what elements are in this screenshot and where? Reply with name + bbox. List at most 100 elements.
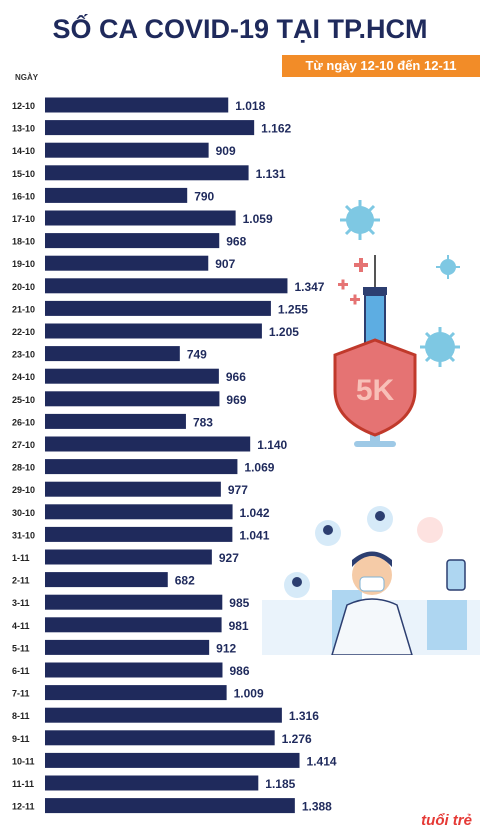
plus-icon (338, 258, 368, 305)
bar (45, 436, 251, 452)
bar (45, 572, 168, 588)
bar (45, 481, 221, 497)
category-label: 12-10 (12, 101, 35, 111)
bar (45, 798, 295, 814)
value-label: 1.205 (269, 325, 299, 339)
avatar-icon (367, 506, 393, 532)
category-label: 4-11 (12, 621, 30, 631)
category-label: 28-10 (12, 463, 35, 473)
bar (45, 278, 288, 294)
virus-icon (436, 255, 460, 279)
category-label: 1-11 (12, 553, 30, 563)
category-label: 8-11 (12, 711, 30, 721)
value-label: 1.059 (243, 212, 273, 226)
value-label: 1.042 (240, 506, 270, 520)
y-axis-label: NGÀY (15, 73, 39, 82)
category-label: 5-11 (12, 643, 30, 653)
bar (45, 323, 262, 339)
virus-icon (340, 200, 380, 240)
bar (45, 210, 236, 226)
bar (45, 300, 271, 316)
category-label: 30-10 (12, 508, 35, 518)
bar (45, 346, 180, 362)
value-label: 977 (228, 483, 248, 497)
bar (45, 187, 188, 203)
phone-icon (446, 559, 466, 591)
bar (45, 639, 210, 655)
bar (45, 459, 238, 475)
tuoi-tre-logo: tuổi trẻ (421, 812, 472, 829)
value-label: 1.347 (294, 280, 324, 294)
bar (45, 97, 229, 113)
value-label: 907 (215, 257, 235, 271)
avatar-icon (284, 572, 310, 598)
value-label: 1.276 (282, 732, 312, 746)
bar (45, 165, 249, 181)
bar (45, 233, 220, 249)
category-label: 15-10 (12, 169, 35, 179)
bar (45, 707, 282, 723)
category-label: 29-10 (12, 485, 35, 495)
category-label: 10-11 (12, 756, 35, 766)
category-label: 17-10 (12, 214, 35, 224)
category-label: 14-10 (12, 146, 35, 156)
category-label: 26-10 (12, 417, 35, 427)
bar (45, 368, 219, 384)
date-range-badge: Từ ngày 12-10 đến 12-11 (282, 55, 480, 77)
value-label: 790 (194, 189, 214, 203)
value-label: 1.316 (289, 709, 319, 723)
bar (45, 413, 186, 429)
value-label: 909 (216, 144, 236, 158)
doctor-icon (331, 551, 413, 655)
hands-icon (417, 517, 443, 543)
bar (45, 775, 259, 791)
value-label: 969 (226, 393, 246, 407)
bar (45, 120, 255, 136)
value-label: 985 (229, 596, 249, 610)
category-label: 9-11 (12, 734, 30, 744)
virus-icon (420, 327, 460, 367)
bar (45, 142, 209, 158)
syringe-icon (354, 255, 396, 447)
category-label: 24-10 (12, 372, 35, 382)
category-label: 12-11 (12, 802, 35, 812)
category-label: 16-10 (12, 191, 35, 201)
category-label: 21-10 (12, 304, 35, 314)
doctor-illustration (262, 506, 480, 655)
bar (45, 617, 222, 633)
avatar-icon (315, 520, 341, 546)
bar (45, 549, 212, 565)
category-label: 20-10 (12, 282, 35, 292)
value-label: 1.255 (278, 302, 308, 316)
category-label: 27-10 (12, 440, 35, 450)
category-label: 31-10 (12, 530, 35, 540)
value-label: 1.041 (239, 528, 269, 542)
shield-icon: 5K (333, 338, 417, 437)
value-label: 1.414 (307, 754, 337, 768)
value-label: 1.162 (261, 122, 291, 136)
bar (45, 391, 220, 407)
category-label: 13-10 (12, 124, 35, 134)
bar (45, 662, 223, 678)
category-label: 18-10 (12, 237, 35, 247)
value-label: 1.388 (302, 800, 332, 814)
shield-5k-label: 5K (356, 374, 395, 407)
bar (45, 685, 227, 701)
value-label: 1.131 (256, 167, 286, 181)
category-label: 3-11 (12, 598, 30, 608)
value-label: 682 (175, 574, 195, 588)
bar (45, 504, 233, 520)
value-label: 912 (216, 641, 236, 655)
bar (45, 730, 275, 746)
value-label: 1.018 (235, 99, 265, 113)
vaccine-shield-illustration: 5K (333, 200, 460, 447)
chart-title: SỐ CA COVID-19 TẠI TP.HCM (52, 14, 428, 44)
value-label: 927 (219, 551, 239, 565)
value-label: 1.009 (234, 687, 264, 701)
category-label: 19-10 (12, 259, 35, 269)
value-label: 1.069 (244, 461, 274, 475)
value-label: 749 (187, 348, 207, 362)
value-label: 986 (229, 664, 249, 678)
value-label: 1.140 (257, 438, 287, 452)
